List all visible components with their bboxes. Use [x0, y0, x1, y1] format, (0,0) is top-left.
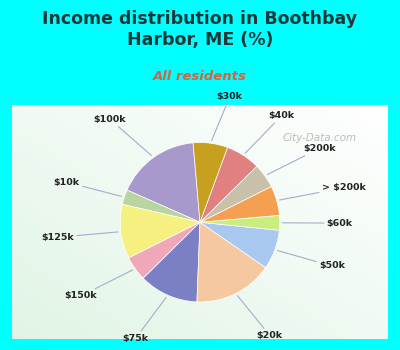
Text: $50k: $50k [278, 251, 345, 271]
Text: $30k: $30k [212, 92, 243, 141]
Text: $60k: $60k [282, 219, 353, 228]
Wedge shape [200, 215, 280, 230]
Text: Income distribution in Boothbay
Harbor, ME (%): Income distribution in Boothbay Harbor, … [42, 10, 358, 49]
Wedge shape [200, 166, 271, 222]
Wedge shape [127, 143, 200, 222]
Wedge shape [122, 190, 200, 222]
Wedge shape [143, 222, 200, 302]
Text: > $200k: > $200k [280, 183, 366, 200]
Text: $20k: $20k [238, 296, 283, 340]
Wedge shape [200, 147, 257, 222]
Wedge shape [200, 187, 280, 222]
Text: $150k: $150k [64, 270, 133, 300]
Text: $200k: $200k [267, 144, 336, 175]
Text: All residents: All residents [153, 70, 247, 83]
Wedge shape [129, 222, 200, 278]
Text: $40k: $40k [245, 111, 295, 153]
Text: $100k: $100k [94, 115, 152, 156]
Wedge shape [193, 142, 228, 222]
Wedge shape [200, 222, 279, 267]
Wedge shape [197, 222, 266, 302]
Text: $10k: $10k [54, 178, 122, 196]
Text: $75k: $75k [123, 298, 166, 343]
Wedge shape [120, 204, 200, 258]
Text: $125k: $125k [42, 232, 118, 242]
Text: City-Data.com: City-Data.com [283, 133, 357, 143]
